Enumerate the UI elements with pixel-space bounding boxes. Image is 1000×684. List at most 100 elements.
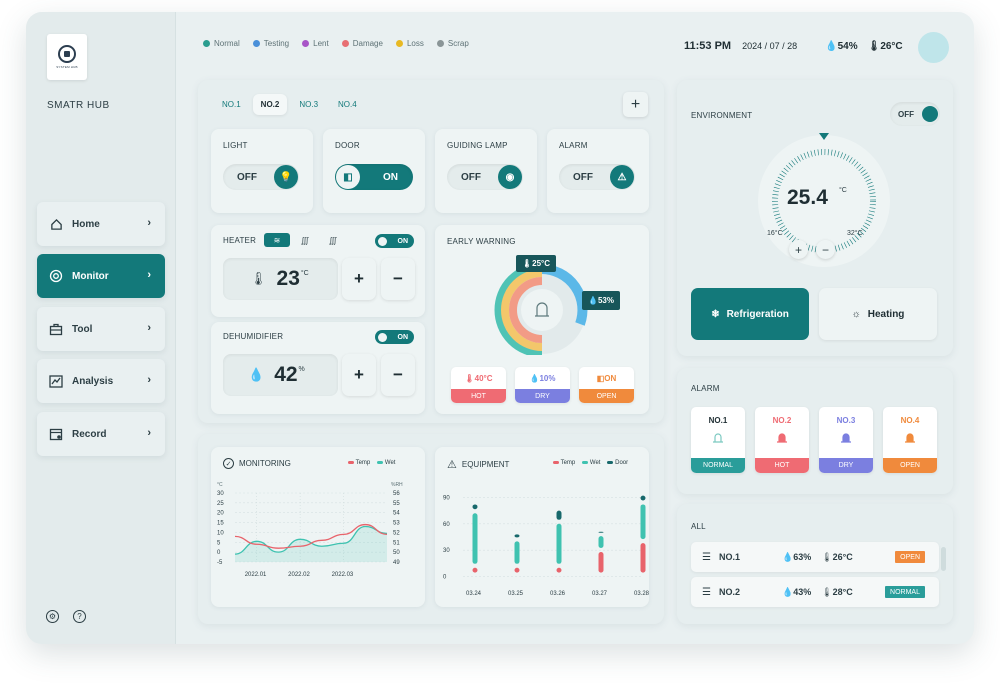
equipment-bar-temp [556, 567, 562, 573]
droplet-icon: 💧 [248, 367, 265, 382]
warning-gauge [494, 262, 588, 355]
nav-item-record[interactable]: Record › [37, 412, 165, 456]
alarm-device-card: ALARM OFF ⚠ [547, 129, 649, 213]
lamp-icon: ◉ [498, 165, 522, 189]
heat-wave-icon[interactable]: ∭ [320, 233, 346, 247]
x-tick: 03.28 [634, 591, 649, 597]
y-tick-right: 54 [393, 511, 400, 517]
light-card: LIGHT OFF 💡 [211, 129, 313, 213]
add-button[interactable]: + [623, 92, 648, 117]
list-row-no2[interactable]: ☰ NO.2 💧43% 🌡28°C NORMAL [691, 577, 939, 607]
nav-item-home[interactable]: Home › [37, 202, 165, 246]
heat-mode-icon[interactable]: ∭ [292, 233, 318, 247]
status-legend: Normal Testing Lent Damage Loss Scrap [203, 39, 469, 48]
x-tick: 2022.02 [288, 572, 310, 578]
check-circle-icon: ✓ [223, 458, 234, 469]
left-axis-unit: °C [217, 482, 223, 488]
door-toggle[interactable]: ◧ ON [335, 164, 413, 190]
light-toggle[interactable]: OFF 💡 [223, 164, 299, 190]
avatar[interactable] [918, 32, 949, 63]
nav-item-analysis[interactable]: Analysis › [37, 359, 165, 403]
app-window: SYSTEM HUB SMATR HUB Home › Monitor › To… [26, 12, 974, 644]
x-tick: 03.24 [466, 591, 482, 597]
x-tick: 03.27 [592, 591, 608, 597]
nav-item-monitor[interactable]: Monitor › [37, 254, 165, 298]
equipment-bar-wet [556, 523, 562, 564]
header-humidity: 💧54% [825, 40, 858, 52]
y-tick-left: 20 [217, 511, 224, 517]
heater-plus-button[interactable]: + [342, 258, 376, 300]
environment-panel: ENVIRONMENT OFF 25.4 °C 16°C 32°C + − ❄ R… [677, 80, 953, 356]
heater-switch[interactable]: ON [375, 234, 414, 248]
equipment-bar-temp [598, 551, 604, 573]
y-tick: 90 [443, 495, 450, 501]
home-icon [49, 217, 63, 231]
environment-min: 16°C [767, 230, 783, 237]
y-tick-right: 49 [393, 560, 400, 566]
toolbox-icon [49, 322, 63, 336]
equipment-chart: 90 60 30 0 03.24 03.25 03.26 03.27 03.28 [443, 495, 649, 597]
y-tick-right: 51 [393, 540, 400, 546]
alarm-item-no1[interactable]: NO.1 NORMAL [691, 407, 745, 473]
guiding-lamp-toggle[interactable]: OFF ◉ [447, 164, 523, 190]
help-icon[interactable]: ? [73, 610, 86, 623]
tab-no4[interactable]: NO.4 [338, 100, 357, 109]
tab-no1[interactable]: NO.1 [222, 100, 241, 109]
chevron-right-icon: › [147, 374, 151, 386]
legend-lent: Lent [302, 39, 329, 48]
chevron-right-icon: › [147, 427, 151, 439]
x-tick: 2022.01 [245, 572, 267, 578]
settings-icon[interactable]: ⚙ [46, 610, 59, 623]
equipment-bar-wet [640, 504, 646, 540]
alarm-item-no2[interactable]: NO.2 HOT [755, 407, 809, 473]
alarm-toggle[interactable]: OFF ⚠ [559, 164, 635, 190]
clock: 11:53 PM [684, 40, 732, 52]
equipment-bar-temp [472, 567, 478, 573]
environment-value: 25.4 [787, 186, 828, 209]
alarm-item-no4[interactable]: NO.4 OPEN [883, 407, 937, 473]
y-tick-left: 5 [217, 540, 221, 546]
calendar-icon [49, 427, 63, 441]
equipment-bar-door [640, 495, 646, 501]
legend-normal: Normal [203, 39, 240, 48]
equipment-bar-wet [472, 513, 478, 564]
y-tick-left: 30 [217, 491, 224, 497]
refrigeration-button[interactable]: ❄ Refrigeration [691, 288, 809, 340]
dehumidifier-minus-button[interactable]: − [381, 354, 415, 396]
environment-plus-button[interactable]: + [789, 240, 808, 259]
x-tick: 2022.03 [332, 572, 354, 578]
equipment-bar-door [514, 534, 520, 538]
y-tick: 30 [443, 548, 450, 554]
device-icon: ☰ [702, 586, 711, 598]
temp-series-line [234, 523, 388, 549]
power-icon [49, 269, 63, 283]
heating-button[interactable]: ☼ Heating [819, 288, 937, 340]
legend-testing: Testing [252, 39, 289, 48]
equipment-card: ⚠ EQUIPMENT Temp Wet Door 90 60 30 0 03.24 03… [435, 447, 649, 607]
alarm-item-no3[interactable]: NO.3 DRY [819, 407, 873, 473]
list-row-no1[interactable]: ☰ NO.1 💧63% 🌡26°C OPEN [691, 542, 939, 572]
warning-triangle-icon: ⚠ [447, 459, 457, 471]
environment-minus-button[interactable]: − [816, 240, 835, 259]
dehumidifier-switch[interactable]: ON [375, 330, 414, 344]
nav-item-tool[interactable]: Tool › [37, 307, 165, 351]
fan-mode-icon[interactable]: ≋ [264, 233, 290, 247]
tab-no2[interactable]: NO.2 [252, 94, 288, 115]
scrollbar[interactable] [941, 547, 946, 571]
dehumidifier-plus-button[interactable]: + [342, 354, 376, 396]
legend-scrap: Scrap [436, 39, 469, 48]
siren-icon [755, 431, 809, 443]
dry-tag: 💧 10% DRY [515, 367, 570, 403]
heater-minus-button[interactable]: − [381, 258, 415, 300]
equipment-bar-door [556, 510, 562, 520]
environment-switch[interactable]: OFF [890, 102, 940, 126]
chevron-right-icon: › [147, 269, 151, 281]
device-icon: ☰ [702, 551, 711, 563]
legend-damage: Damage [341, 39, 383, 48]
monitoring-card: ✓ MONITORING Temp Wet 30 25 20 15 10 5 0 -5 56 55… [211, 447, 425, 607]
tab-no3[interactable]: NO.3 [299, 100, 319, 109]
thermostat-dial [758, 133, 890, 267]
dehumidifier-value: 💧 42 % [223, 354, 338, 396]
equipment-bar-door [472, 504, 478, 510]
